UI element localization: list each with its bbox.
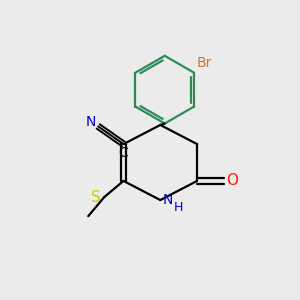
Text: Br: Br <box>197 56 212 70</box>
Text: N: N <box>163 193 173 207</box>
Text: O: O <box>226 173 238 188</box>
Text: S: S <box>91 190 101 205</box>
Text: C: C <box>118 146 128 160</box>
Text: N: N <box>85 115 96 129</box>
Text: H: H <box>174 201 183 214</box>
